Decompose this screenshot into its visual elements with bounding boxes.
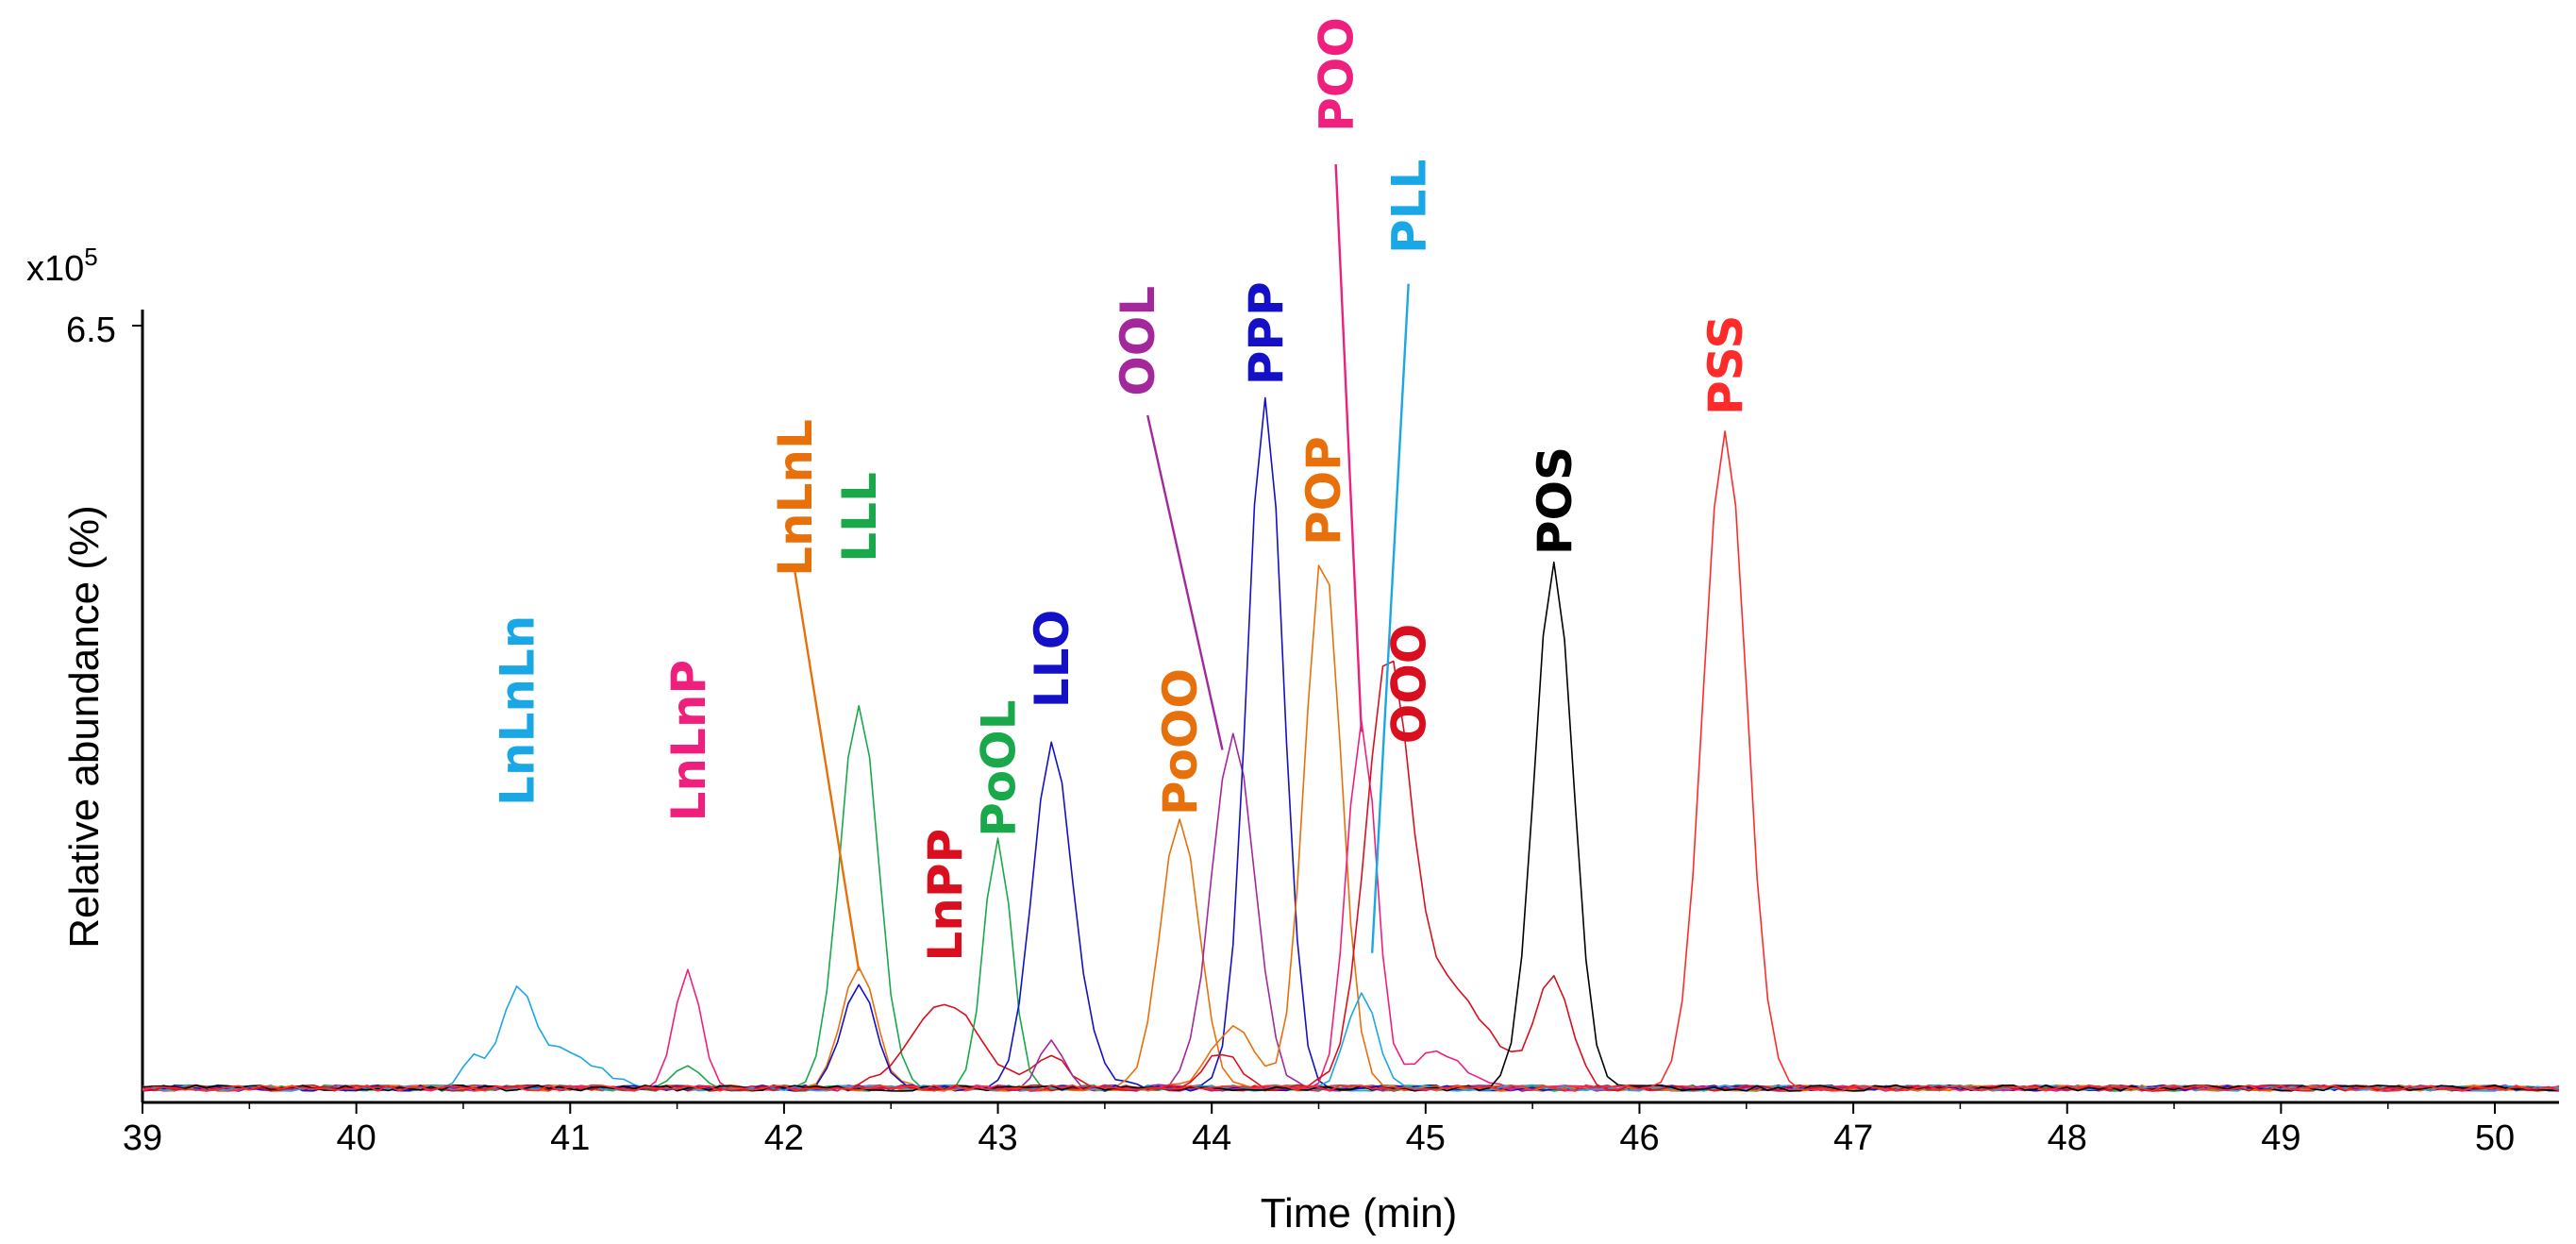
peak-label-lnlnln: LnLnLn: [491, 615, 545, 806]
peak-label-poo: POO: [1310, 17, 1364, 132]
peak-label-pop: POP: [1296, 436, 1351, 546]
trace-lnlnln: [142, 985, 2560, 1092]
x-tick-label: 40: [336, 1118, 376, 1158]
trace-lnlnl: [142, 966, 2560, 1092]
peak-label-ppp: PPP: [1239, 281, 1294, 385]
leader-pll: [1370, 283, 1410, 953]
x-tick-label: 46: [1619, 1118, 1659, 1158]
y-scale-label: x105: [26, 243, 98, 289]
leader-poo: [1334, 164, 1363, 732]
trace-pss: [142, 430, 2560, 1092]
leader-lnlnl: [794, 570, 861, 971]
x-tick-label: 44: [1192, 1118, 1231, 1158]
peak-label-ool: OOL: [1111, 286, 1165, 396]
x-tick-label: 49: [2261, 1118, 2300, 1158]
leader-lines: [794, 164, 1410, 971]
trace-ooo: [142, 660, 2560, 1092]
x-tick-label: 39: [123, 1118, 162, 1158]
trace-lnlnp: [142, 968, 2560, 1092]
x-tick-label: 47: [1833, 1118, 1873, 1158]
x-tick-label: 43: [978, 1118, 1017, 1158]
peak-label-ooo: OOO: [1382, 624, 1437, 745]
peak-label-pool: PoOL: [972, 700, 1027, 837]
y-max-label: 6.5: [66, 311, 116, 350]
peak-label-pos: POS: [1528, 446, 1582, 555]
x-tick-label: 50: [2475, 1118, 2515, 1158]
peak-label-lnlnp: LnLnP: [661, 660, 716, 822]
x-tick-label: 42: [764, 1118, 804, 1158]
y-axis-title: Relative abundance (%): [61, 505, 108, 949]
x-tick-label: 48: [2048, 1118, 2087, 1158]
x-ticks: 39 40 41 42 43 44 45 46 47 48 49 50: [123, 1102, 2515, 1158]
trace-pool: [142, 837, 2560, 1092]
traces: [142, 396, 2560, 1092]
peak-label-lnlnl: LnLnL: [768, 419, 823, 577]
y-scale-base: x10: [26, 249, 84, 289]
peak-label-pooo: PoOO: [1153, 668, 1208, 815]
x-tick-label: 45: [1406, 1118, 1446, 1158]
y-scale-exponent: 5: [84, 243, 97, 271]
peak-label-lll: LLL: [832, 472, 887, 563]
peak-label-pss: PSS: [1698, 315, 1753, 415]
peak-label-llo: LLO: [1025, 610, 1079, 708]
peak-label-lnpp: LnPP: [918, 829, 973, 962]
trace-pooo: [142, 818, 2560, 1092]
peak-label-pll: PLL: [1382, 160, 1437, 254]
x-axis-title: Time (min): [1261, 1190, 1458, 1236]
trace-pll: [142, 992, 2560, 1092]
x-minor-ticks: [248, 1102, 2389, 1109]
x-tick-label: 41: [550, 1118, 590, 1158]
axes: 39 40 41 42 43 44 45 46 47 48 49 50: [123, 310, 2559, 1158]
leader-ool: [1146, 414, 1224, 750]
